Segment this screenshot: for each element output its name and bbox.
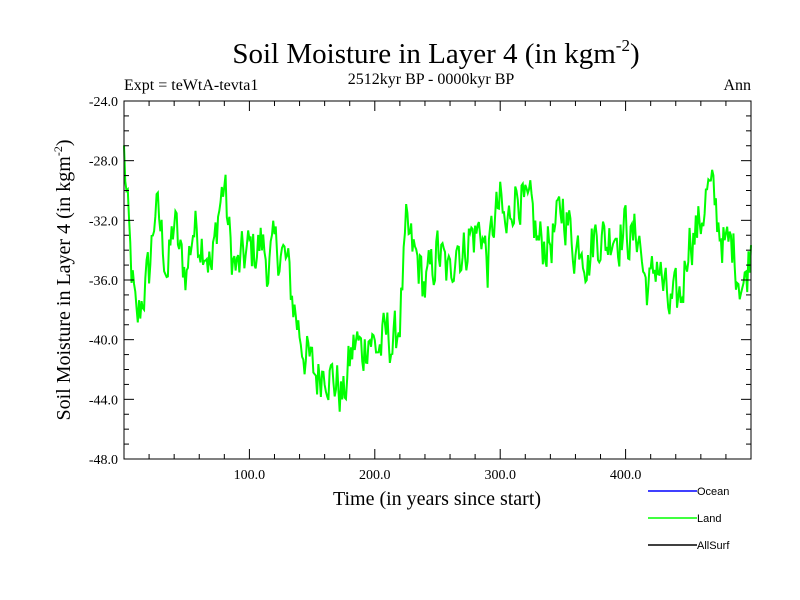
y-tick-label: -32.0 (89, 214, 118, 229)
series-line-land (123, 145, 752, 412)
plot-frame (123, 100, 752, 460)
legend: Ocean Land AllSurf (648, 486, 730, 552)
chart-title-close: ) (630, 38, 640, 70)
x-tick-label: 100.0 (234, 468, 266, 483)
legend-label-allsurf: AllSurf (697, 540, 730, 552)
season-label: Ann (723, 77, 751, 94)
legend-label-land: Land (697, 513, 721, 525)
chart-title: Soil Moisture in Layer 4 (in kgm-2) (232, 36, 639, 70)
plot-data-layer (123, 145, 752, 412)
experiment-label: Expt = teWtA-tevta1 (124, 77, 258, 94)
y-tick-label: -40.0 (89, 334, 118, 349)
axes-layer: 100.0 200.0 300.0 400.0 -24.0 -28.0 -32.0 -36.0… (89, 95, 751, 483)
y-tick-label: -36.0 (89, 274, 118, 289)
x-tick-label: 400.0 (610, 468, 642, 483)
chart-subtitle: 2512kyr BP - 0000kyr BP (348, 71, 515, 88)
chart-title-text: Soil Moisture in Layer 4 (in kgm (232, 38, 616, 70)
y-axis-label-superscript: -2 (51, 146, 65, 156)
y-tick-label: -28.0 (89, 155, 118, 170)
y-axis-label: Soil Moisture in Layer 4 (in kgm-2) (51, 139, 75, 420)
y-axis-label-close: ) (53, 139, 75, 146)
x-tick-label: 200.0 (359, 468, 391, 483)
y-tick-label: -44.0 (89, 393, 118, 408)
y-axis-label-text: Soil Moisture in Layer 4 (in kgm (53, 156, 75, 421)
y-tick-label: -48.0 (89, 453, 118, 468)
x-tick-label: 300.0 (484, 468, 516, 483)
y-tick-label: -24.0 (89, 95, 118, 110)
legend-label-ocean: Ocean (697, 486, 729, 498)
chart-title-superscript: -2 (616, 36, 630, 55)
x-axis-label: Time (in years since start) (333, 488, 541, 510)
